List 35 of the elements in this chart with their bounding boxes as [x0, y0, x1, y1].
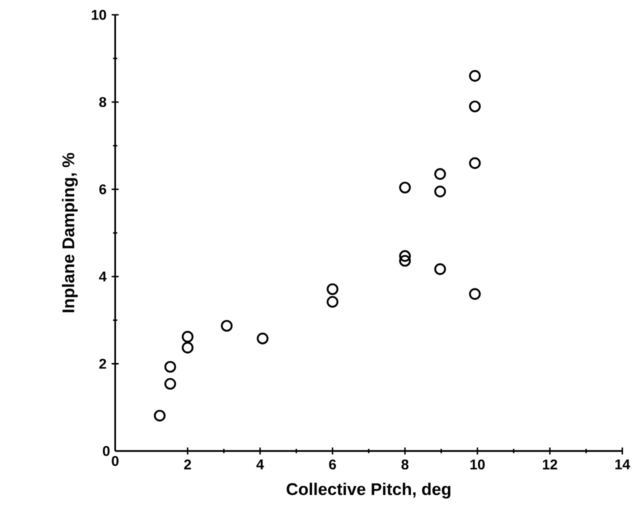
x-tick-label: 8 — [402, 459, 408, 470]
y-tick-label: 10 — [92, 10, 106, 20]
x-tick-label: 14 — [615, 459, 630, 470]
point — [469, 100, 481, 112]
point — [256, 332, 268, 344]
point — [326, 296, 338, 308]
point — [182, 330, 194, 342]
x-tick-label: 12 — [542, 459, 558, 470]
point — [469, 157, 481, 169]
y-tick-label: 6 — [99, 184, 106, 194]
point — [434, 186, 446, 198]
point — [469, 70, 481, 82]
point — [182, 342, 194, 354]
x-tick-label: 10 — [470, 459, 485, 470]
point — [164, 378, 176, 390]
y-tick-label: 0 — [102, 446, 110, 456]
x-tick-label: 6 — [329, 459, 336, 470]
x-tick-label: 4 — [256, 459, 264, 470]
y-tick-label: 8 — [99, 96, 106, 107]
x-tick-label: 2 — [184, 459, 191, 470]
point — [164, 360, 176, 373]
point — [469, 288, 481, 300]
y-axis-title: Inplane Damping, % — [62, 152, 78, 312]
x-axis-title: Collective Pitch, deg — [286, 482, 450, 498]
point — [399, 182, 411, 194]
y-tick-label: 2 — [99, 358, 106, 369]
point — [220, 320, 233, 332]
point — [434, 168, 446, 180]
x-tick-label: 0 — [112, 456, 119, 466]
point — [399, 250, 411, 262]
point — [399, 254, 411, 267]
point — [326, 283, 338, 295]
point — [154, 410, 166, 422]
point — [434, 263, 446, 275]
y-tick-label: 4 — [99, 272, 107, 282]
